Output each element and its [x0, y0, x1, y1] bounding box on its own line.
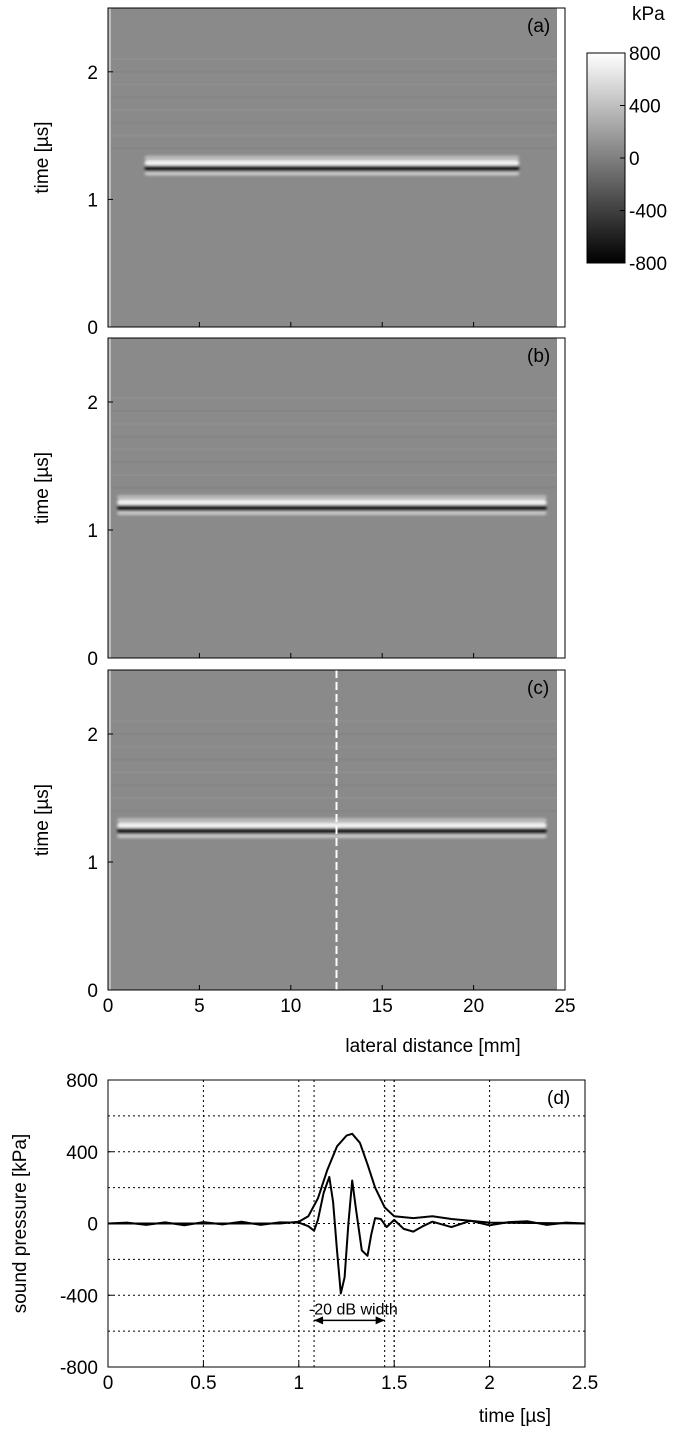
- pulse-band-negative: [144, 165, 520, 172]
- x-tick-label: 10: [280, 996, 301, 1017]
- ripple-streak: [108, 70, 565, 73]
- y-axis-label: sound pressure [kPa]: [10, 1134, 31, 1314]
- pulse-band-upper: [117, 494, 547, 500]
- colorbar-tick-label: 400: [629, 97, 661, 118]
- x-tick-label: 15: [372, 996, 393, 1017]
- x-tick-label: 1.5: [381, 1373, 407, 1394]
- ripple-streak: [108, 96, 565, 99]
- line-chart-panel-d: -20 dB width 0 0.5 1 1.5 2 2.5 -800 -400 0 400 800 s…: [10, 1071, 598, 1427]
- y-tick-label: 1: [87, 521, 98, 542]
- x-tick-label: 0: [103, 1373, 114, 1394]
- panel-label: (d): [547, 1088, 570, 1109]
- y-axis-label: time [µs]: [32, 452, 53, 524]
- panel-label: (a): [527, 16, 550, 37]
- y-tick-label: 0: [87, 318, 98, 339]
- y-tick-label: -800: [60, 1358, 98, 1379]
- x-tick-label: 1: [294, 1373, 305, 1394]
- y-tick-label: 0: [87, 1215, 98, 1236]
- heatmap-frame: [107, 669, 566, 991]
- pulse-band-negative: [117, 504, 547, 511]
- heatmap-edge-strip: [557, 8, 565, 327]
- ripple-streak: [108, 147, 565, 150]
- heatmap-frame: [107, 7, 566, 328]
- ripple-streak: [108, 409, 565, 412]
- heatmap-left-strip: [108, 338, 111, 658]
- colorbar-tick-label: 0: [629, 149, 640, 170]
- y-tick-label: 1: [87, 853, 98, 874]
- y-axis-label: time [µs]: [32, 121, 53, 193]
- heatmap-edge-strip: [557, 338, 565, 658]
- heatmap-panel-a: 0 1 2 time [µs] (a): [32, 7, 566, 339]
- y-tick-label: 1: [87, 190, 98, 211]
- ripple-streak: [108, 121, 565, 124]
- annotation-arrowhead-right: [375, 1316, 385, 1325]
- panel-label: (c): [527, 678, 549, 699]
- x-tick-label: 5: [194, 996, 205, 1017]
- pulse-band: [117, 494, 547, 515]
- y-tick-label: 0: [87, 649, 98, 670]
- x-tick-label: 2: [484, 1373, 495, 1394]
- y-tick-label: 2: [87, 725, 98, 746]
- series-waveform: [107, 1175, 586, 1295]
- y-tick-label: -400: [60, 1286, 98, 1307]
- colorbar-tick-label: 800: [629, 44, 661, 65]
- pulse-band: [117, 818, 547, 838]
- ripple-streak: [108, 461, 565, 464]
- annotation-text: -20 dB width: [309, 1301, 398, 1318]
- x-tick-label: 20: [463, 996, 484, 1017]
- x-axis-label: time [µs]: [479, 1406, 551, 1427]
- colorbar-unit: kPa: [632, 4, 665, 25]
- y-tick-label: 800: [66, 1071, 98, 1092]
- x-tick-label: 2.5: [572, 1373, 598, 1394]
- colorbar-tick-label: -800: [629, 254, 667, 275]
- pulse-band: [144, 155, 520, 176]
- ripple-streak: [108, 397, 565, 400]
- x-tick-label: 0: [103, 996, 114, 1017]
- x-tick-label: 25: [554, 996, 575, 1017]
- heatmap-panel-b: 0 1 2 time [µs] (b): [32, 337, 566, 670]
- colorbar-bar: [586, 52, 626, 264]
- annotation-arrowhead-left: [314, 1316, 324, 1325]
- heatmap-edge-strip: [557, 670, 565, 990]
- pulse-band-negative: [117, 828, 547, 834]
- y-tick-label: 400: [66, 1143, 98, 1164]
- colorbar-tick-label: -400: [629, 202, 667, 223]
- ripple-streak: [108, 134, 565, 137]
- ripple-streak: [108, 422, 565, 425]
- pulse-band-lower: [117, 834, 547, 838]
- pulse-band-upper: [144, 155, 520, 161]
- ripple-streak: [108, 486, 565, 489]
- ripple-streak: [108, 83, 565, 86]
- ripple-streak: [108, 109, 565, 112]
- pulse-band-lower: [117, 510, 547, 515]
- panel-label: (b): [527, 346, 550, 367]
- ripple-streak: [108, 473, 565, 476]
- heatmap-frame: [107, 337, 566, 659]
- x-axis-label: lateral distance [mm]: [345, 1036, 520, 1057]
- pulse-band-lower: [144, 171, 520, 176]
- ripple-streak: [108, 448, 565, 451]
- pulse-band-positive: [144, 160, 520, 166]
- colorbar: kPa 800 400 0 -400 -800: [586, 4, 667, 275]
- y-tick-label: 2: [87, 63, 98, 84]
- heatmap-left-strip: [108, 8, 111, 327]
- ripple-streak: [108, 435, 565, 438]
- y-axis-label: time [µs]: [32, 784, 53, 856]
- y-tick-label: 0: [87, 981, 98, 1002]
- heatmap-left-strip: [108, 670, 111, 990]
- pulse-band-positive: [117, 823, 547, 828]
- y-tick-label: 2: [87, 393, 98, 414]
- pulse-band-upper: [117, 818, 547, 823]
- ripple-streak: [108, 809, 565, 812]
- x-tick-label: 0.5: [190, 1373, 216, 1394]
- pulse-band-positive: [117, 499, 547, 505]
- ripple-streak: [108, 58, 565, 61]
- series-envelope: [108, 1132, 586, 1225]
